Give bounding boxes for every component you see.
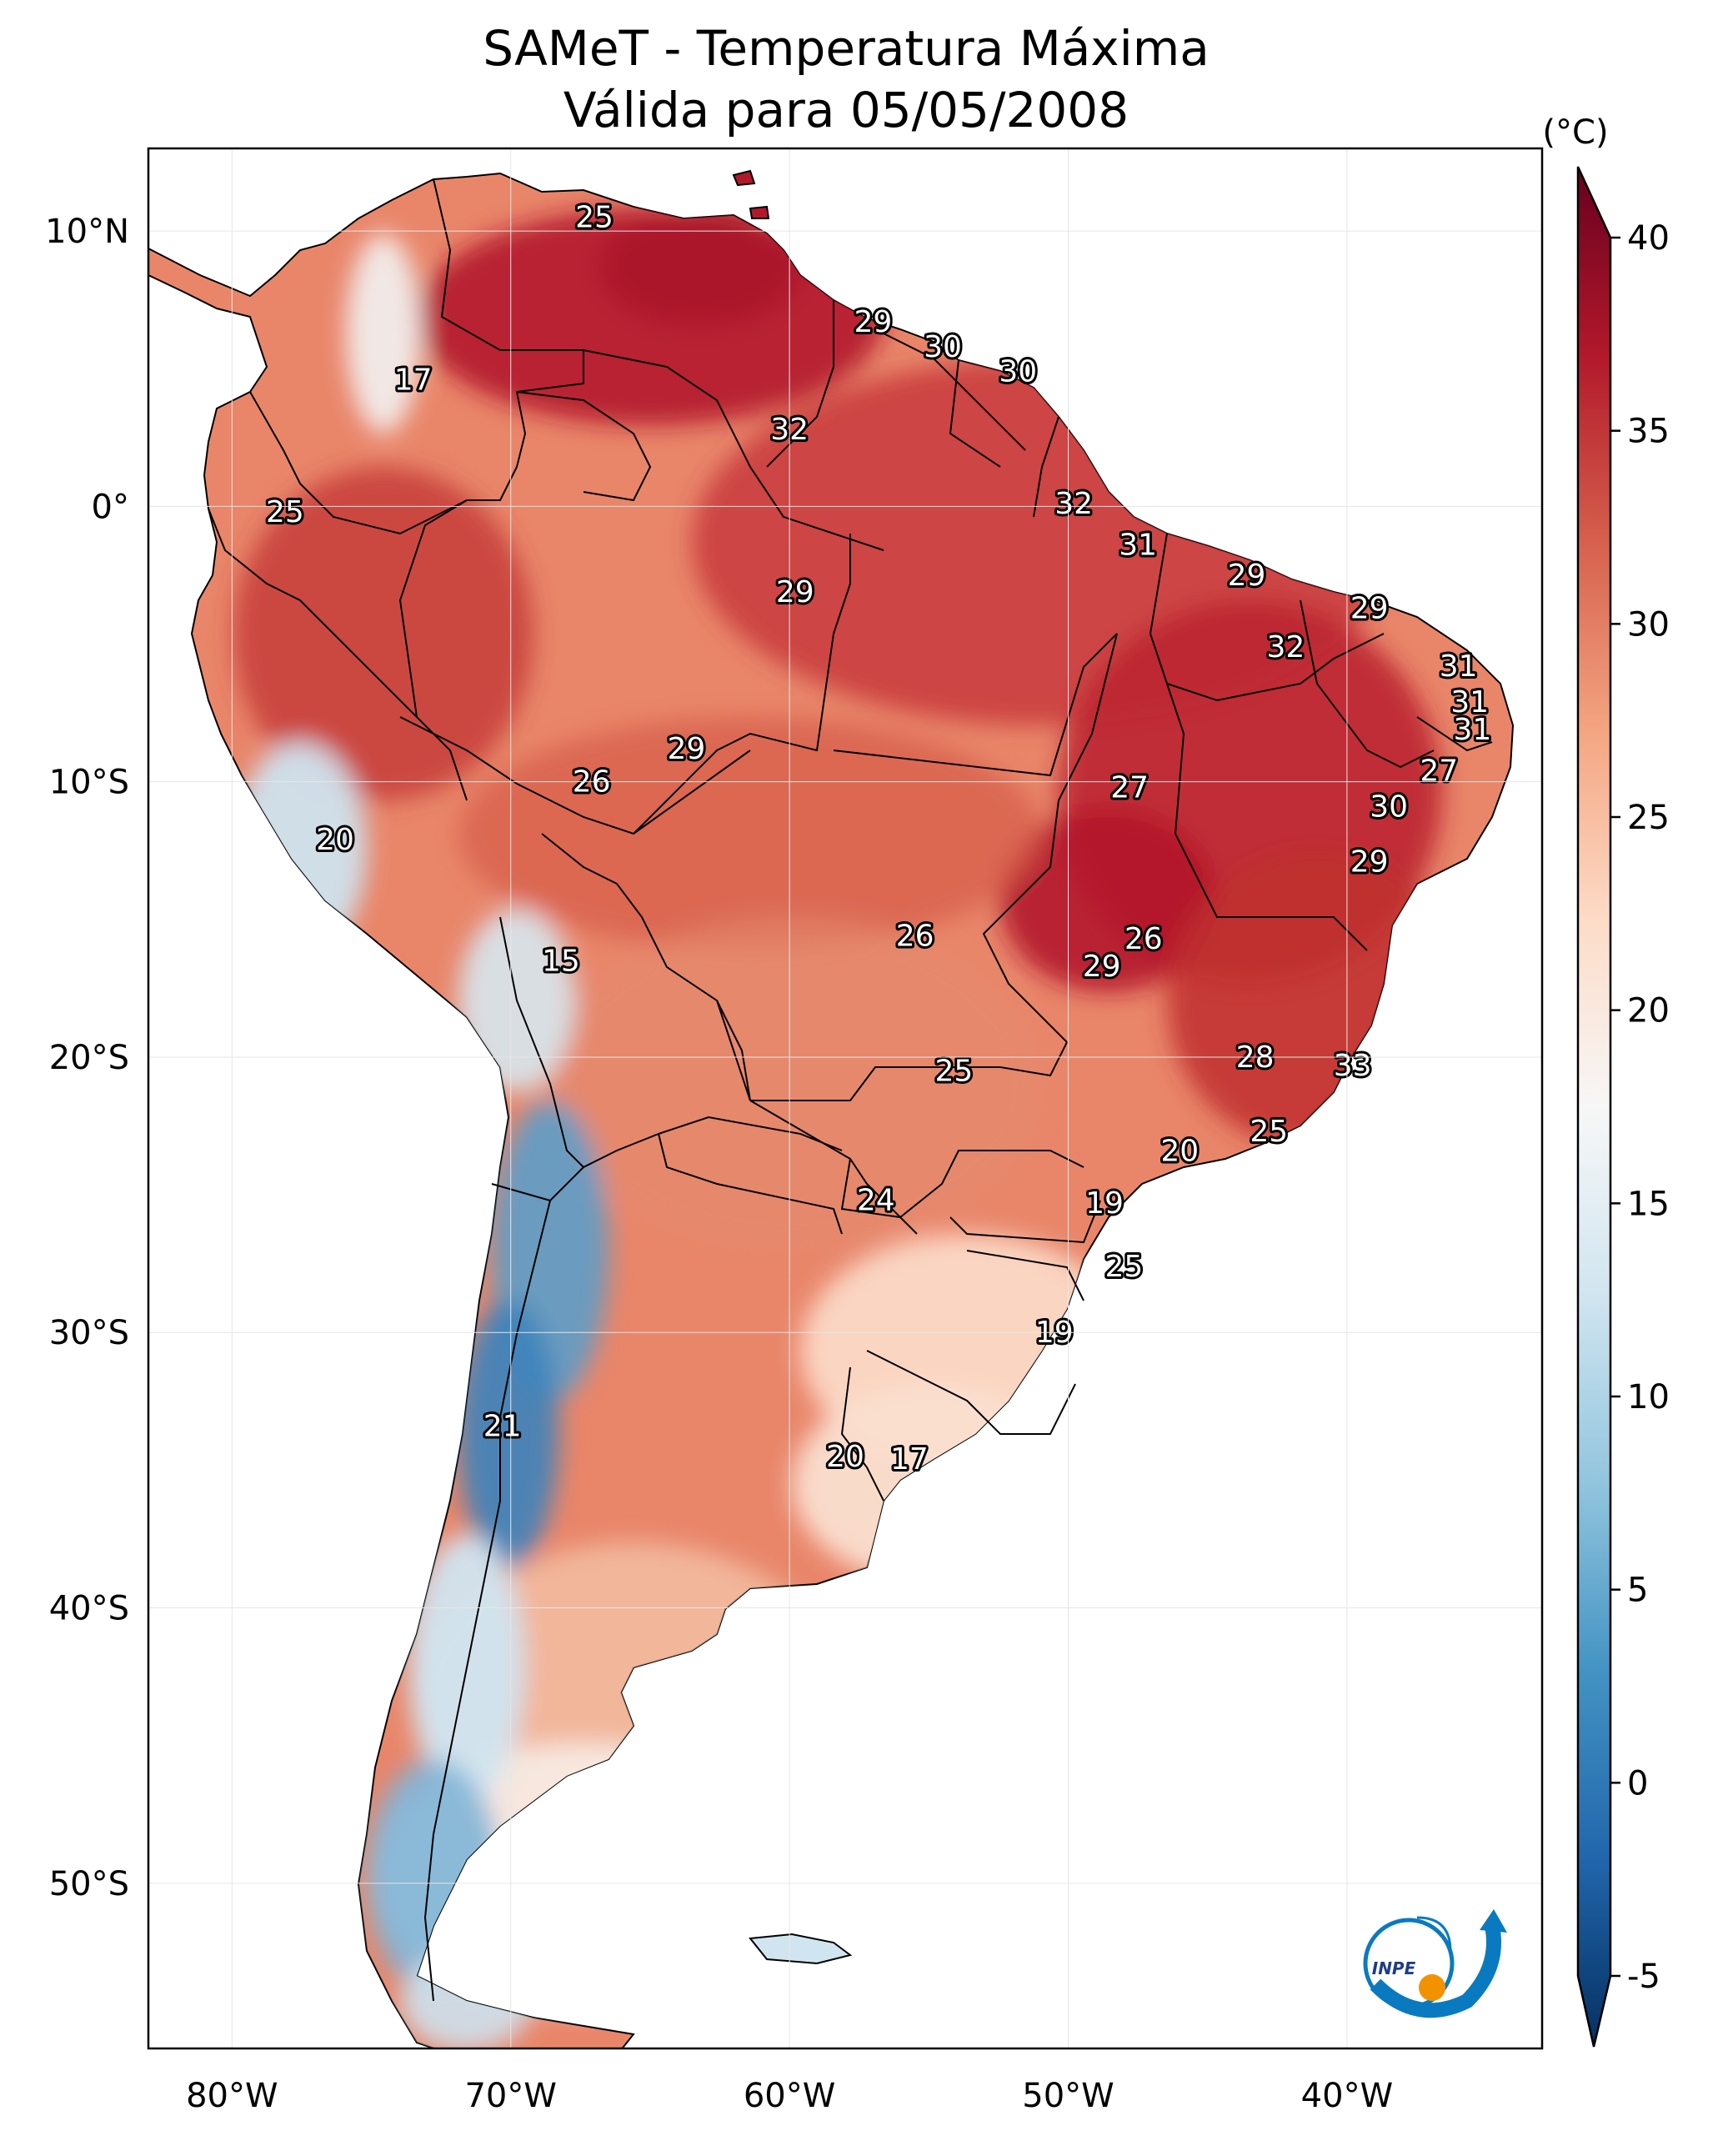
axis-ticks xyxy=(148,148,1542,2048)
colorbar-ticks: 40 35 30 25 20 15 10 5 0 -5 xyxy=(1610,219,1670,1996)
map-subtitle-date: Válida para 05/05/2008 xyxy=(563,82,1129,138)
latitude-tick-label: 0° xyxy=(92,488,129,526)
station-temperature-label: 32 xyxy=(1266,630,1305,664)
station-temperature-label: 21 xyxy=(483,1410,522,1444)
colorbar-bar xyxy=(1576,166,1612,2048)
colorbar-tick-label: 30 xyxy=(1627,605,1670,644)
map-frame xyxy=(147,147,1544,2050)
station-temperature-label: 24 xyxy=(857,1184,895,1218)
station-temperature-label: 29 xyxy=(667,732,705,766)
latitude-tick-label: 30°S xyxy=(49,1314,129,1352)
station-temperature-label: 26 xyxy=(896,920,934,954)
station-temperature-label: 29 xyxy=(1350,592,1389,626)
station-temperature-label: 15 xyxy=(542,944,580,978)
station-temperature-label: 30 xyxy=(999,355,1037,389)
station-temperature-label: 20 xyxy=(1160,1134,1199,1168)
colorbar-tick-label: 10 xyxy=(1627,1378,1670,1416)
station-temperature-label: 31 xyxy=(1450,685,1489,720)
station-temperature-label: 25 xyxy=(266,495,304,529)
station-temperature-label: 25 xyxy=(934,1055,973,1089)
station-temperature-label: 29 xyxy=(776,575,814,609)
station-temperature-label: 17 xyxy=(890,1442,929,1477)
longitude-tick-label: 70°W xyxy=(464,2077,556,2115)
station-temperature-label: 29 xyxy=(854,305,892,339)
islands xyxy=(732,169,853,1965)
longitude-tick-label: 80°W xyxy=(186,2077,278,2115)
station-temperature-label: 33 xyxy=(1334,1049,1372,1083)
map-title: SAMeT - Temperatura Máxima xyxy=(483,20,1210,77)
country-borders xyxy=(208,178,1493,2002)
station-temperature-label: 31 xyxy=(1119,529,1157,563)
longitude-tick-label: 50°W xyxy=(1022,2077,1114,2115)
station-temperature-label: 30 xyxy=(1370,790,1408,824)
latitude-tick-label: 40°S xyxy=(49,1590,129,1628)
colorbar-tick-label: -5 xyxy=(1627,1958,1660,1996)
colorbar-tick-label: 35 xyxy=(1627,413,1670,451)
colorbar: (°C) 40 35 30 25 20 15 10 5 0 -5 xyxy=(1542,113,1670,2048)
latitude-tick-label: 50°S xyxy=(49,1865,129,1903)
station-temperature-label: 25 xyxy=(575,201,614,235)
station-temperature-label: 19 xyxy=(1085,1186,1124,1221)
colorbar-tick-label: 5 xyxy=(1627,1572,1648,1610)
station-temperature-label: 20 xyxy=(826,1440,864,1474)
latitude-tick-label: 10°S xyxy=(49,764,129,802)
colorbar-tick-label: 15 xyxy=(1627,1185,1670,1223)
colorbar-tick-label: 20 xyxy=(1627,992,1670,1030)
station-temperature-label: 25 xyxy=(1250,1115,1288,1149)
station-temperature-label: 25 xyxy=(1104,1250,1143,1284)
station-temperature-label: 29 xyxy=(1228,559,1266,593)
station-temperature-label: 27 xyxy=(1110,770,1149,805)
station-temperature-label: 29 xyxy=(1350,845,1389,880)
colorbar-unit-label: (°C) xyxy=(1542,113,1608,152)
station-temperature-label: 31 xyxy=(1440,649,1478,684)
station-temperature-label: 26 xyxy=(1124,922,1163,956)
longitude-tick-label: 60°W xyxy=(744,2077,835,2115)
latitude-tick-labels: 10°N 0° 10°S 20°S 30°S 40°S 50°S xyxy=(45,213,129,1903)
station-temperature-label: 17 xyxy=(394,363,433,397)
station-temperature-label: 31 xyxy=(1453,713,1491,747)
colorbar-tick-label: 25 xyxy=(1627,799,1670,837)
longitude-tick-label: 40°W xyxy=(1301,2077,1393,2115)
colorbar-tick-label: 0 xyxy=(1627,1764,1648,1803)
station-temperature-label: 32 xyxy=(1054,487,1093,521)
station-temperature-label: 29 xyxy=(1083,950,1121,984)
inpe-logo-text: INPE xyxy=(1372,1958,1416,1978)
station-temperature-label: 26 xyxy=(573,765,611,800)
latitude-tick-label: 20°S xyxy=(49,1039,129,1077)
longitude-tick-labels: 80°W 70°W 60°W 50°W 40°W xyxy=(186,2077,1393,2115)
station-temperature-label: 20 xyxy=(316,823,354,857)
station-temperature-label: 30 xyxy=(924,330,962,364)
colorbar-tick-label: 40 xyxy=(1627,219,1670,258)
latitude-tick-label: 10°N xyxy=(45,213,129,251)
station-temperature-label: 28 xyxy=(1236,1040,1275,1075)
inpe-logo: INPE xyxy=(1363,1909,1507,2018)
station-temperature-label: 27 xyxy=(1420,755,1458,789)
